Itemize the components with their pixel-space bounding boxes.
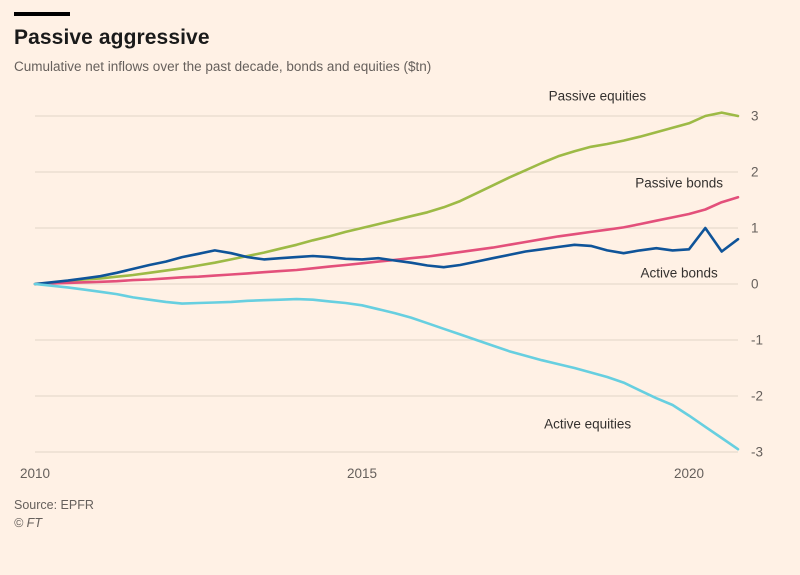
chart-footer: Source: EPFR © FT: [14, 496, 800, 532]
series-label-active-equities: Active equities: [544, 417, 631, 432]
chart-title: Passive aggressive: [14, 26, 210, 49]
series-line-active-bonds: [33, 226, 740, 286]
x-tick-label-2010: 2010: [20, 466, 50, 481]
copyright-note: © FT: [14, 516, 42, 531]
y-tick-label--1: -1: [751, 333, 763, 348]
series-label-passive-bonds: Passive bonds: [635, 176, 723, 191]
y-tick-label-2: 2: [751, 165, 759, 180]
ft-accent-bar: [14, 12, 70, 16]
y-tick-label-1: 1: [751, 221, 759, 236]
series-line-passive-equities: [33, 111, 740, 286]
series-line-active-equities: [33, 282, 740, 451]
y-tick-label--2: -2: [751, 389, 763, 404]
chart-subtitle: Cumulative net inflows over the past dec…: [14, 59, 432, 74]
chart-svg: 3 2 1 0 -1 -2 -3 2010 2015 2020 Passive equities Pa…: [20, 88, 763, 481]
source-note: Source: EPFR: [14, 498, 94, 512]
y-tick-label--3: -3: [751, 445, 763, 460]
x-tick-label-2015: 2015: [347, 466, 377, 481]
y-tick-label-3: 3: [751, 109, 759, 124]
y-tick-label-0: 0: [751, 277, 759, 292]
series-label-active-bonds: Active bonds: [640, 265, 718, 280]
series-line-passive-bonds: [33, 195, 740, 286]
x-tick-label-2020: 2020: [674, 466, 704, 481]
series-label-passive-equities: Passive equities: [549, 88, 647, 103]
